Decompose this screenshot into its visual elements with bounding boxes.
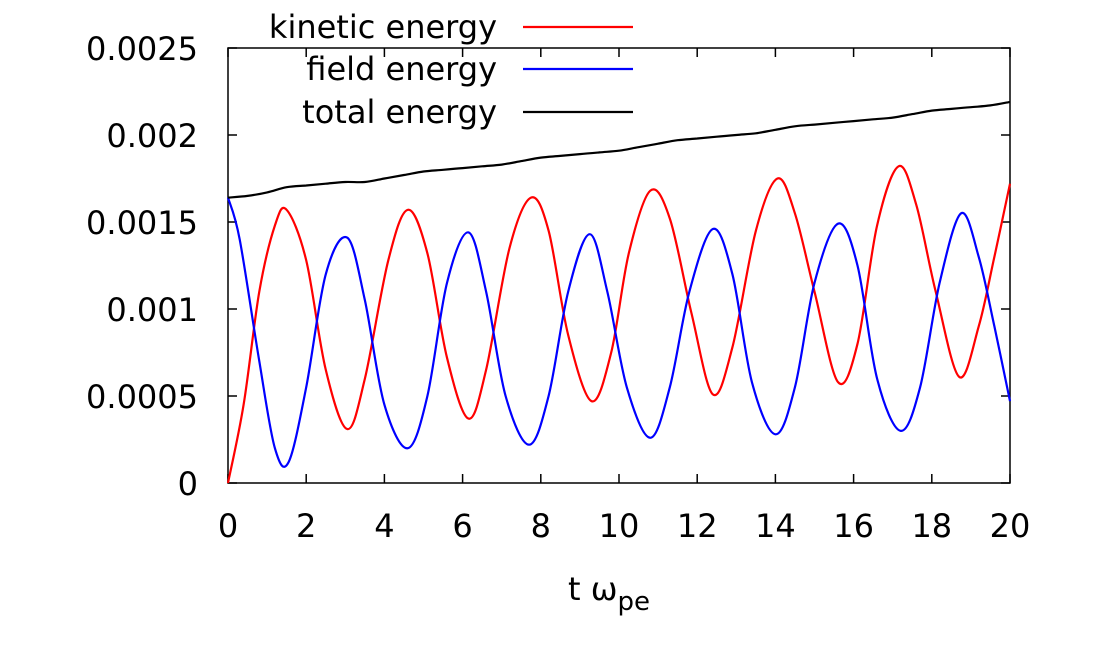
axis-ticks [227, 47, 1011, 484]
x-tick-label: 14 [755, 507, 796, 545]
x-axis-label-main: t ω [568, 570, 618, 608]
x-tick-label: 8 [531, 507, 551, 545]
y-tick-labels: 0 0.0005 0.001 0.0015 0.002 0.0025 [86, 30, 198, 503]
y-tick-label: 0.0025 [86, 30, 198, 68]
y-tick-label: 0.0015 [86, 204, 198, 242]
x-tick-label: 16 [833, 507, 874, 545]
y-tick-label: 0 [178, 465, 198, 503]
y-tick-label: 0.0005 [86, 378, 198, 416]
x-tick-label: 10 [599, 507, 640, 545]
y-tick-label: 0.001 [106, 291, 198, 329]
x-tick-label: 0 [218, 507, 238, 545]
x-tick-label: 4 [374, 507, 394, 545]
x-tick-label: 18 [911, 507, 952, 545]
total-energy-line [227, 100, 1011, 199]
x-tick-labels: 0 2 4 6 8 10 12 14 16 18 20 [218, 507, 1031, 545]
x-axis-label: t ωpe [568, 570, 650, 617]
legend-label-field-energy: field energy [306, 50, 497, 88]
legend: kinetic energy field energy total energy [269, 8, 633, 131]
y-tick-label: 0.002 [106, 117, 198, 155]
field-energy-line [226, 197, 1012, 468]
x-tick-label: 12 [677, 507, 718, 545]
x-tick-label: 20 [990, 507, 1031, 545]
x-tick-label: 2 [296, 507, 316, 545]
x-tick-label: 6 [452, 507, 472, 545]
kinetic-energy-line [226, 164, 1012, 484]
x-axis-label-subscript: pe [618, 587, 651, 617]
legend-label-kinetic-energy: kinetic energy [269, 8, 497, 46]
legend-label-total-energy: total energy [302, 93, 497, 131]
series-lines [226, 100, 1012, 484]
